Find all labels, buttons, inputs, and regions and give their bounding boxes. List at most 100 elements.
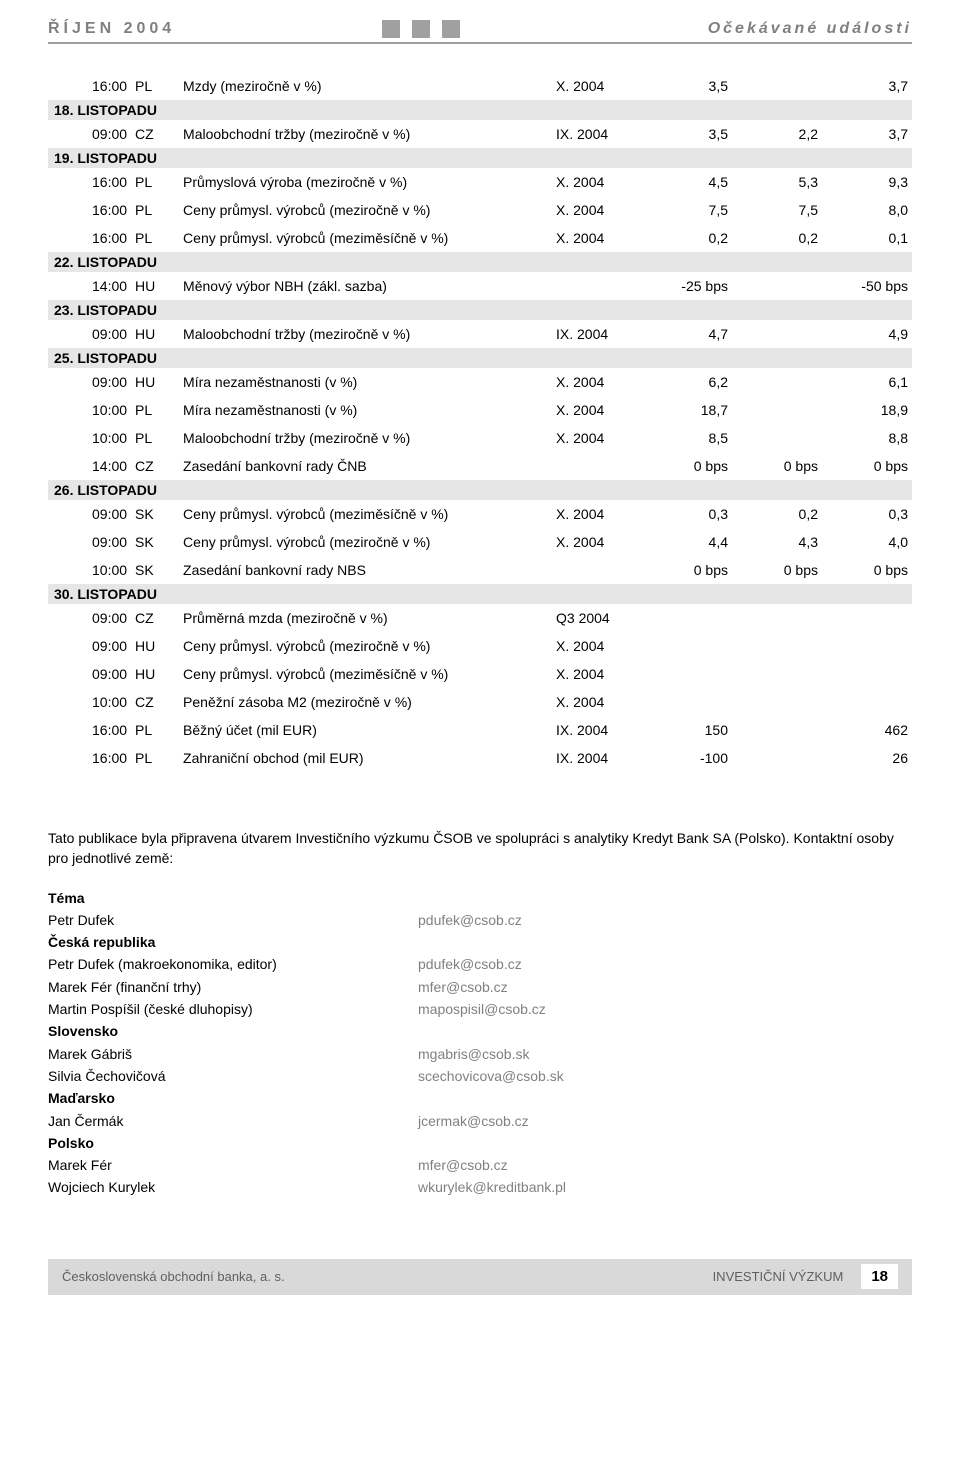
table-row: 16:00PLBěžný účet (mil EUR)IX. 200415046… xyxy=(48,716,912,744)
cell-country: CZ xyxy=(131,688,179,716)
contact-row: Česká republika xyxy=(48,931,912,953)
cell-v2 xyxy=(732,72,822,100)
cell-v2 xyxy=(732,396,822,424)
cell-desc: Míra nezaměstnanosti (v %) xyxy=(179,368,552,396)
cell-period: X. 2004 xyxy=(552,196,642,224)
contact-email: scechovicova@csob.sk xyxy=(418,1065,912,1087)
cell-period: IX. 2004 xyxy=(552,120,642,148)
cell-country: HU xyxy=(131,660,179,688)
square-icon xyxy=(382,20,400,38)
contact-name: Marek Fér xyxy=(48,1154,418,1176)
cell-desc: Průmyslová výroba (meziročně v %) xyxy=(179,168,552,196)
contact-row: Petr Dufek (makroekonomika, editor)pdufe… xyxy=(48,953,912,975)
cell-v1: 3,5 xyxy=(642,72,732,100)
cell-time: 09:00 xyxy=(48,120,131,148)
table-row: 09:00HUMaloobchodní tržby (meziročně v %… xyxy=(48,320,912,348)
cell-time: 10:00 xyxy=(48,424,131,452)
contact-heading: Polsko xyxy=(48,1132,912,1154)
cell-v2 xyxy=(732,368,822,396)
contact-name: Marek Gábriš xyxy=(48,1043,418,1065)
cell-v1 xyxy=(642,632,732,660)
contact-row: Petr Dufekpdufek@csob.cz xyxy=(48,909,912,931)
section-header: 30. LISTOPADU xyxy=(48,584,912,604)
cell-country: SK xyxy=(131,500,179,528)
table-row: 16:00PLZahraniční obchod (mil EUR)IX. 20… xyxy=(48,744,912,772)
cell-v2: 2,2 xyxy=(732,120,822,148)
table-row: 09:00CZPrůměrná mzda (meziročně v %)Q3 2… xyxy=(48,604,912,632)
cell-country: HU xyxy=(131,320,179,348)
cell-v2: 0,2 xyxy=(732,500,822,528)
contact-name: Silvia Čechovičová xyxy=(48,1065,418,1087)
contact-heading: Slovensko xyxy=(48,1020,912,1042)
cell-v2: 4,3 xyxy=(732,528,822,556)
table-row: 14:00HUMěnový výbor NBH (zákl. sazba)-25… xyxy=(48,272,912,300)
cell-v3: 18,9 xyxy=(822,396,912,424)
cell-time: 14:00 xyxy=(48,452,131,480)
cell-country: PL xyxy=(131,744,179,772)
cell-time: 10:00 xyxy=(48,396,131,424)
cell-desc: Běžný účet (mil EUR) xyxy=(179,716,552,744)
table-row: 16:00PLPrůmyslová výroba (meziročně v %)… xyxy=(48,168,912,196)
cell-v3 xyxy=(822,660,912,688)
cell-time: 09:00 xyxy=(48,528,131,556)
cell-desc: Peněžní zásoba M2 (meziročně v %) xyxy=(179,688,552,716)
table-row: 16:00PLMzdy (meziročně v %)X. 20043,53,7 xyxy=(48,72,912,100)
cell-v1: 4,4 xyxy=(642,528,732,556)
cell-desc: Zasedání bankovní rady ČNB xyxy=(179,452,552,480)
cell-v3: 4,0 xyxy=(822,528,912,556)
cell-v1: 7,5 xyxy=(642,196,732,224)
section-label: 19. LISTOPADU xyxy=(48,148,912,168)
cell-desc: Zahraniční obchod (mil EUR) xyxy=(179,744,552,772)
cell-v2 xyxy=(732,744,822,772)
bottom-left: Československá obchodní banka, a. s. xyxy=(62,1269,285,1284)
header: ŘÍJEN 2004 Očekávané události xyxy=(48,20,912,44)
cell-period: X. 2004 xyxy=(552,528,642,556)
cell-time: 16:00 xyxy=(48,168,131,196)
cell-v3: 4,9 xyxy=(822,320,912,348)
cell-v1: 8,5 xyxy=(642,424,732,452)
section-label: 30. LISTOPADU xyxy=(48,584,912,604)
cell-country: PL xyxy=(131,424,179,452)
cell-time: 16:00 xyxy=(48,744,131,772)
table-row: 09:00HUMíra nezaměstnanosti (v %)X. 2004… xyxy=(48,368,912,396)
cell-v2 xyxy=(732,632,822,660)
contact-email: wkurylek@kreditbank.pl xyxy=(418,1176,912,1198)
cell-period: IX. 2004 xyxy=(552,744,642,772)
cell-country: SK xyxy=(131,556,179,584)
events-table: 16:00PLMzdy (meziročně v %)X. 20043,53,7… xyxy=(48,72,912,772)
contact-row: Maďarsko xyxy=(48,1087,912,1109)
contacts-table: TémaPetr Dufekpdufek@csob.czČeská republ… xyxy=(48,887,912,1199)
contact-row: Téma xyxy=(48,887,912,909)
table-row: 10:00SKZasedání bankovní rady NBS0 bps0 … xyxy=(48,556,912,584)
cell-country: CZ xyxy=(131,120,179,148)
cell-v3: 0,3 xyxy=(822,500,912,528)
contact-email: mapospisil@csob.cz xyxy=(418,998,912,1020)
cell-v3: 3,7 xyxy=(822,72,912,100)
cell-time: 16:00 xyxy=(48,72,131,100)
cell-period: X. 2004 xyxy=(552,72,642,100)
cell-v3: 8,8 xyxy=(822,424,912,452)
cell-time: 14:00 xyxy=(48,272,131,300)
cell-v1: 3,5 xyxy=(642,120,732,148)
cell-v2: 5,3 xyxy=(732,168,822,196)
cell-desc: Ceny průmysl. výrobců (meziročně v %) xyxy=(179,196,552,224)
cell-v3: 3,7 xyxy=(822,120,912,148)
table-row: 16:00PLCeny průmysl. výrobců (meziměsíčn… xyxy=(48,224,912,252)
cell-desc: Ceny průmysl. výrobců (meziměsíčně v %) xyxy=(179,224,552,252)
cell-period: IX. 2004 xyxy=(552,320,642,348)
cell-desc: Ceny průmysl. výrobců (meziměsíčně v %) xyxy=(179,660,552,688)
cell-v1: 150 xyxy=(642,716,732,744)
cell-time: 16:00 xyxy=(48,716,131,744)
square-icon xyxy=(412,20,430,38)
cell-v1: 0,2 xyxy=(642,224,732,252)
cell-v1 xyxy=(642,688,732,716)
contact-row: Silvia Čechovičováscechovicova@csob.sk xyxy=(48,1065,912,1087)
cell-time: 09:00 xyxy=(48,604,131,632)
cell-v2 xyxy=(732,688,822,716)
cell-country: PL xyxy=(131,168,179,196)
cell-desc: Maloobchodní tržby (meziročně v %) xyxy=(179,120,552,148)
cell-v1 xyxy=(642,660,732,688)
cell-v1: 4,7 xyxy=(642,320,732,348)
contact-email: pdufek@csob.cz xyxy=(418,953,912,975)
cell-country: HU xyxy=(131,272,179,300)
